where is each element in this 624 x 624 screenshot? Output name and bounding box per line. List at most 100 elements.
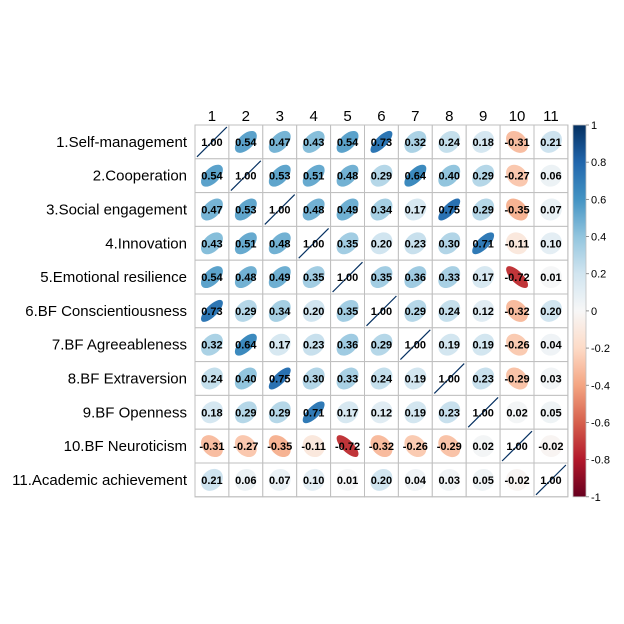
correlation-ellipse	[234, 333, 257, 356]
cell: 0.64	[228, 327, 264, 363]
cell-value-label: 0.19	[405, 407, 426, 419]
cell: -0.11	[499, 225, 535, 261]
cell-value-label: 0.06	[235, 475, 256, 487]
cell-value-label: 0.24	[439, 137, 461, 149]
cell: 0.18	[194, 394, 230, 430]
cell-value-label: 0.51	[235, 238, 256, 250]
diagonal-mark	[230, 160, 262, 192]
cell: 0.35	[296, 259, 332, 295]
cell-value-label: 0.29	[371, 340, 392, 352]
column-label: 7	[411, 108, 419, 125]
cell-value-label: 0.23	[405, 238, 426, 250]
cell: 0.35	[364, 259, 399, 295]
correlation-ellipse	[404, 164, 427, 187]
cell-value-label: 0.18	[472, 137, 493, 149]
correlation-ellipse	[506, 164, 529, 187]
cell-value-label: 0.29	[405, 306, 426, 318]
cell: 0.03	[431, 462, 467, 498]
correlation-ellipse	[506, 130, 529, 153]
cell: 1.00	[194, 124, 230, 160]
correlation-ellipse	[370, 164, 393, 187]
correlation-ellipse	[268, 232, 291, 255]
correlation-ellipse	[539, 232, 562, 255]
cell-value-label: 0.33	[337, 374, 358, 386]
grid-border	[194, 124, 569, 498]
correlation-ellipse	[506, 299, 529, 322]
cell-value-label: 0.06	[540, 171, 561, 183]
cell-value-label: 0.12	[371, 407, 392, 419]
cell-value-label: 0.05	[472, 475, 493, 487]
cell-value-label: 0.12	[472, 306, 493, 318]
correlation-ellipse	[302, 333, 325, 356]
correlation-ellipse	[438, 266, 461, 289]
cell: 0.12	[364, 394, 399, 430]
cell: 1.00	[364, 293, 399, 329]
cell-value-label: 0.20	[540, 306, 561, 318]
cell: 0.17	[262, 327, 298, 363]
column-label: 5	[343, 108, 351, 125]
correlation-ellipse	[539, 266, 562, 289]
correlation-ellipse	[302, 266, 325, 289]
cell: 0.34	[262, 293, 298, 329]
cell-value-label: 0.35	[337, 238, 358, 250]
cell: 0.20	[364, 225, 399, 261]
cell-value-label: 0.05	[540, 407, 561, 419]
correlation-ellipse	[404, 435, 427, 458]
cell: -0.02	[499, 462, 535, 498]
cell-value-label: 0.35	[303, 272, 324, 284]
correlation-ellipse	[268, 299, 291, 322]
cell: 0.33	[330, 361, 366, 396]
correlation-ellipse	[539, 333, 562, 356]
correlation-ellipse	[200, 266, 223, 289]
cell-value-label: 0.17	[472, 272, 493, 284]
cell: -0.72	[499, 259, 535, 295]
correlation-ellipse	[438, 232, 461, 255]
diagonal-mark	[332, 261, 363, 293]
diagonal-mark	[467, 396, 499, 428]
correlation-ellipse	[336, 468, 359, 491]
correlation-ellipse	[302, 198, 325, 221]
cell: 0.21	[194, 462, 230, 498]
cell-value-label: -0.35	[505, 205, 530, 217]
cell-value-label: 1.00	[371, 306, 392, 318]
cell-value-label: 0.49	[337, 205, 358, 217]
correlation-ellipse	[200, 401, 223, 424]
correlation-ellipse	[268, 367, 291, 390]
correlation-ellipse	[268, 333, 291, 356]
cell-value-label: 0.23	[439, 407, 460, 419]
correlation-ellipse	[438, 333, 461, 356]
cell: 0.71	[465, 225, 501, 261]
cell-value-label: -0.26	[505, 340, 530, 352]
cell: 0.29	[364, 158, 399, 194]
cell-value-label: 0.23	[303, 340, 324, 352]
diagonal-mark	[298, 227, 330, 259]
colorbar-tick-label: -0.2	[591, 343, 610, 355]
cell: 0.17	[465, 259, 501, 295]
correlation-ellipse	[336, 401, 359, 424]
cell-value-label: 0.53	[269, 171, 290, 183]
correlation-ellipse	[438, 299, 461, 322]
cell: 1.00	[499, 428, 535, 464]
cell-value-label: 0.21	[201, 475, 222, 487]
correlation-ellipse	[539, 299, 562, 322]
cell-value-label: 0.20	[371, 475, 392, 487]
correlation-ellipse	[506, 401, 529, 424]
cell: 0.29	[465, 158, 501, 194]
correlation-ellipse	[472, 333, 495, 356]
correlation-ellipse	[336, 232, 359, 255]
correlation-ellipse	[234, 266, 257, 289]
correlation-ellipse	[506, 266, 529, 289]
column-label: 4	[309, 108, 317, 125]
cell: 0.40	[228, 361, 264, 396]
correlation-ellipse	[472, 468, 495, 491]
cell: 0.43	[194, 225, 230, 261]
cell: 0.24	[364, 361, 399, 396]
correlation-ellipse	[506, 333, 529, 356]
correlation-ellipse	[302, 367, 325, 390]
diagonal-mark	[196, 126, 228, 158]
cell-value-label: 0.24	[439, 306, 461, 318]
cell-value-label: 1.00	[269, 205, 290, 217]
cell: 0.19	[465, 327, 501, 363]
correlation-ellipse	[404, 266, 427, 289]
cell: 0.19	[397, 361, 433, 396]
